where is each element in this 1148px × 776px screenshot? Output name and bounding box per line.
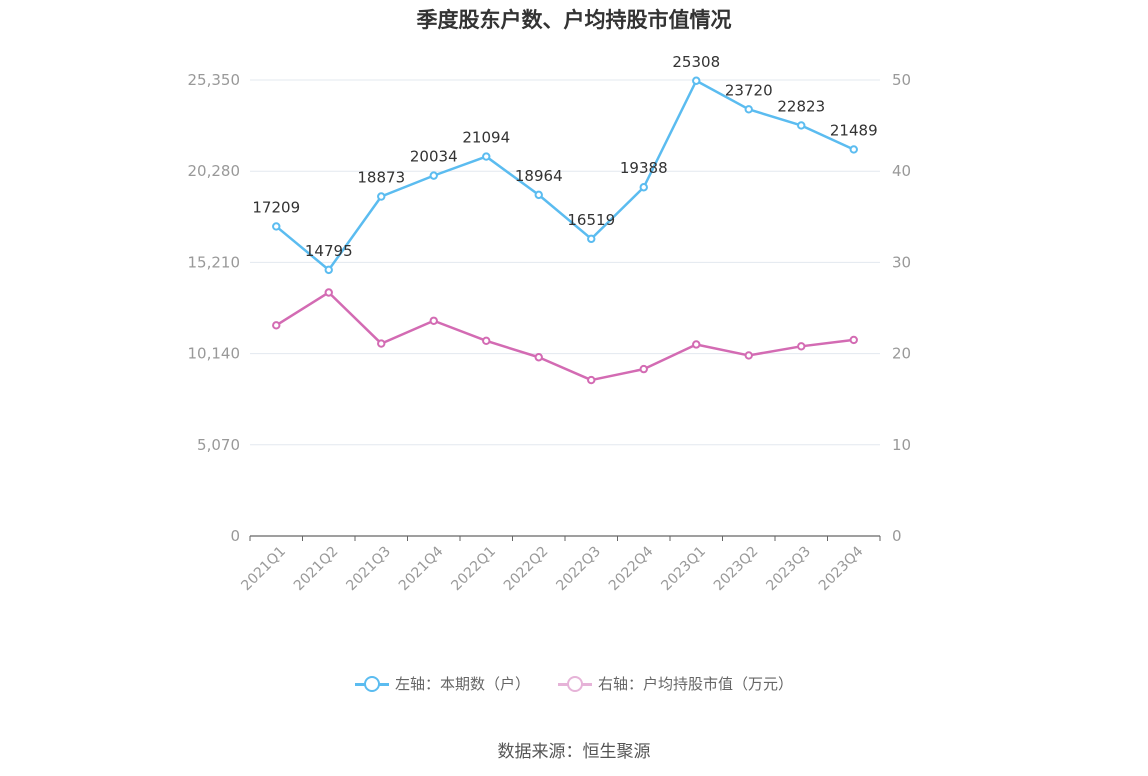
legend-swatch-households (354, 674, 389, 694)
legend-item-avg-value[interactable]: 右轴：户均持股市值（万元） (558, 673, 793, 694)
households-point (849, 145, 858, 154)
avg-value-point (272, 321, 281, 330)
left-tick-label: 0 (230, 527, 240, 545)
left-tick-label: 10,140 (188, 345, 241, 363)
axes: 0 0 5,070 10 10,140 20 15,210 30 20,280 40 25,350 5… (188, 71, 912, 594)
legend-swatch-avg-value (558, 674, 592, 694)
x-tick-label: 2023Q2 (711, 543, 762, 594)
avg-value-point (534, 353, 543, 362)
households-data-label: 16519 (567, 211, 615, 229)
avg-value-point (377, 339, 386, 348)
avg-value-point (482, 336, 491, 346)
households-point (744, 105, 753, 114)
households-point (797, 121, 806, 130)
households-point (534, 190, 543, 200)
households-data-label: 18964 (515, 167, 563, 185)
households-line (275, 79, 855, 272)
right-tick-label: 40 (892, 162, 911, 180)
legend: 左轴：本期数（户） 右轴：户均持股市值（万元） (0, 673, 1148, 694)
grid-lines (250, 79, 880, 446)
households-data-label: 14795 (305, 242, 353, 260)
x-tick-label: 2021Q3 (343, 543, 394, 594)
avg-value-point (849, 335, 858, 345)
legend-label-households: 左轴：本期数（户） (394, 675, 530, 693)
x-tick-label: 2023Q4 (816, 543, 867, 594)
series-lines (275, 79, 855, 382)
right-tick-label: 50 (892, 71, 911, 89)
series-points (272, 76, 858, 385)
x-tick-label: 2022Q3 (553, 543, 604, 594)
households-point (377, 192, 386, 201)
legend-label-avg-value: 右轴：户均持股市值（万元） (598, 675, 794, 693)
avg-value-point (324, 288, 333, 297)
left-tick-label: 5,070 (197, 436, 240, 454)
avg-value-point (587, 375, 596, 385)
households-data-label: 21094 (462, 129, 510, 147)
left-tick-label: 15,210 (188, 253, 241, 271)
x-tick-label: 2021Q1 (238, 543, 289, 594)
households-point (324, 265, 333, 275)
right-tick-label: 30 (892, 253, 911, 271)
households-data-label: 17209 (252, 198, 300, 216)
households-data-label: 22823 (777, 97, 825, 115)
x-tick-label: 2023Q1 (658, 543, 709, 594)
avg-value-point (639, 364, 648, 374)
households-data-label: 25308 (672, 53, 720, 71)
households-point (587, 234, 596, 244)
households-point (429, 171, 438, 180)
left-tick-label: 20,280 (188, 162, 241, 180)
avg-value-point (744, 351, 753, 360)
households-data-label: 20034 (410, 148, 458, 166)
households-data-label: 19388 (620, 159, 668, 177)
households-point (482, 152, 491, 161)
right-tick-label: 20 (892, 345, 911, 363)
data-source: 数据来源：恒生聚源 (497, 742, 651, 762)
avg-value-point (429, 316, 438, 325)
left-tick-label: 25,350 (188, 71, 241, 89)
households-data-label: 18873 (357, 169, 405, 187)
x-tick-label: 2021Q4 (396, 543, 447, 594)
avg-value-point (797, 342, 806, 351)
avg-value-line (275, 291, 854, 382)
households-point (272, 222, 281, 231)
avg-value-point (692, 340, 701, 349)
x-tick-label: 2022Q1 (448, 543, 499, 594)
x-tick-label: 2022Q4 (606, 543, 657, 594)
x-tick-label: 2022Q2 (501, 543, 552, 594)
right-tick-label: 10 (892, 436, 911, 454)
households-data-label: 21489 (830, 121, 878, 139)
x-tick-label: 2021Q2 (291, 543, 342, 594)
right-tick-label: 0 (892, 527, 902, 545)
chart-title: 季度股东户数、户均持股市值情况 (416, 8, 732, 32)
households-point (639, 183, 648, 192)
x-tick-label: 2023Q3 (763, 543, 814, 594)
households-point (692, 76, 701, 85)
legend-item-households[interactable]: 左轴：本期数（户） (354, 673, 530, 694)
households-data-label: 23720 (725, 81, 773, 99)
